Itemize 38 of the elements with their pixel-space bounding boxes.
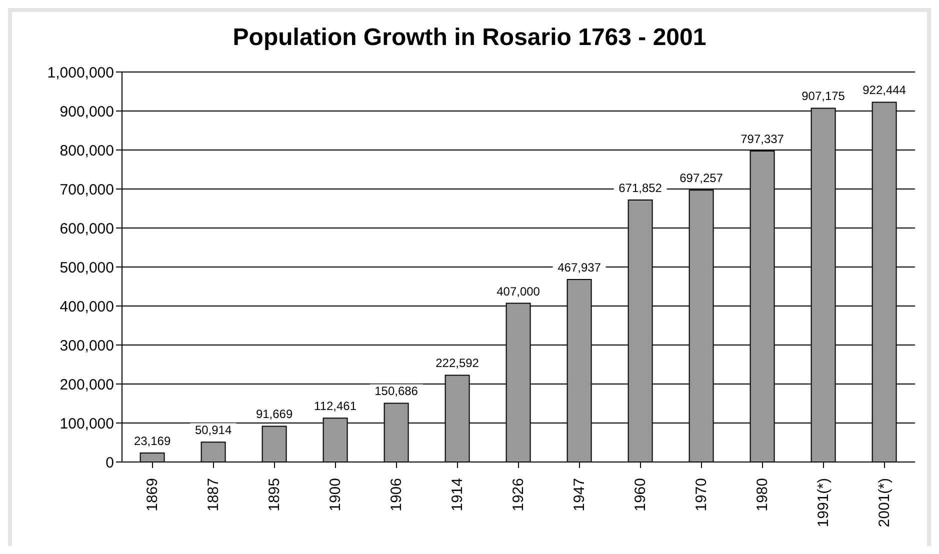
x-tick-label: 1970 [693,478,710,512]
y-tick-label: 700,000 [60,181,114,198]
x-tick-label: 1947 [571,478,588,512]
x-tick-label: 1926 [510,478,527,512]
x-tick-label: 2001(*) [876,478,893,528]
y-tick-label: 800,000 [60,142,114,160]
y-tick-label: 200,000 [60,376,114,394]
data-label: 50,914 [194,423,232,438]
x-tick-label: 1960 [632,478,649,512]
y-tick-label: 600,000 [60,220,114,238]
data-label: 222,592 [436,356,480,370]
data-label: 697,257 [680,171,724,186]
data-label: 922,444 [862,83,906,98]
data-label: 91,669 [256,407,293,422]
chart-title: Population Growth in Rosario 1763 - 2001 [232,23,708,53]
x-tick-label: 1869 [144,478,161,512]
data-label: 797,337 [740,132,784,146]
x-tick-label: 1900 [327,478,344,512]
data-label: 467,937 [558,260,602,275]
y-tick-label: 0 [106,454,114,472]
data-label: 671,852 [618,180,662,195]
y-tick-label: 1,000,000 [47,64,114,82]
data-label: 150,686 [374,384,418,398]
x-tick-label: 1906 [388,478,405,512]
x-tick-label: 1914 [449,478,466,512]
x-tick-label: 1991(*) [815,478,832,528]
data-label: 112,461 [314,399,357,414]
y-tick-label: 400,000 [60,298,114,316]
y-tick-label: 300,000 [60,337,114,354]
y-tick-label: 100,000 [60,415,114,432]
x-tick-label: 1980 [754,478,771,512]
x-tick-label: 1895 [266,478,283,512]
data-label: 23,169 [134,434,171,448]
y-tick-label: 900,000 [60,103,114,120]
y-tick-label: 500,000 [60,259,114,276]
x-tick-label: 1887 [205,478,222,512]
data-label: 907,175 [802,89,846,104]
data-label: 407,000 [496,284,540,298]
